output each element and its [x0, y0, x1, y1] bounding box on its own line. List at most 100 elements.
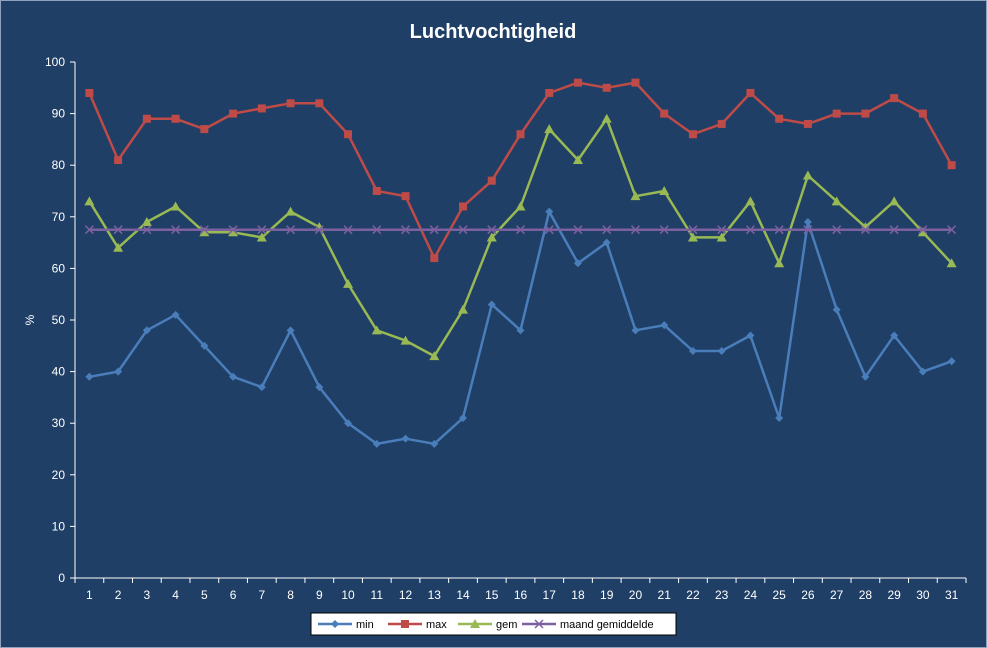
- data-point-min: [459, 414, 468, 423]
- x-tick-label: 19: [600, 588, 614, 602]
- data-point-min: [688, 346, 697, 355]
- data-point-min: [890, 331, 899, 340]
- data-point-maand-gemiddelde: [257, 225, 267, 235]
- data-point-maand-gemiddelde: [745, 225, 755, 235]
- y-tick-label: 40: [52, 365, 66, 379]
- x-tick-label: 25: [772, 588, 786, 602]
- data-point-min: [114, 367, 123, 376]
- x-tick-label: 21: [658, 588, 672, 602]
- legend-label: maand gemiddelde: [560, 619, 654, 631]
- x-tick-label: 24: [744, 588, 758, 602]
- data-point-max: [890, 94, 899, 103]
- data-point-max: [918, 109, 927, 118]
- legend: min max gem maand gemiddelde: [310, 612, 677, 636]
- data-point-gem: [831, 196, 842, 206]
- data-point-gem: [659, 186, 670, 195]
- data-point-gem: [113, 242, 124, 252]
- y-tick-label: 80: [52, 158, 66, 172]
- data-point-min: [516, 326, 525, 335]
- x-tick-label: 16: [514, 588, 528, 602]
- data-point-gem: [630, 191, 641, 201]
- data-point-min: [803, 217, 812, 226]
- data-point-gem: [572, 155, 583, 165]
- data-point-min: [200, 341, 209, 350]
- data-point-gem: [515, 201, 526, 211]
- data-point-maand-gemiddelde: [774, 225, 784, 235]
- data-point-maand-gemiddelde: [228, 225, 238, 235]
- x-tick-label: 22: [686, 588, 700, 602]
- data-point-maand-gemiddelde: [343, 225, 353, 235]
- data-point-min: [171, 310, 180, 319]
- data-point-min: [142, 326, 151, 335]
- data-point-max: [200, 125, 209, 134]
- legend-swatch-marker: [401, 620, 409, 628]
- data-point-maand-gemiddelde: [199, 225, 209, 235]
- data-point-maand-gemiddelde: [113, 225, 123, 235]
- data-point-maand-gemiddelde: [860, 225, 870, 235]
- data-point-max: [114, 156, 123, 165]
- y-tick-label: 0: [58, 571, 65, 585]
- data-point-max: [401, 192, 410, 201]
- data-point-gem: [486, 232, 497, 242]
- data-point-max: [315, 99, 324, 108]
- x-tick-label: 28: [859, 588, 873, 602]
- data-point-gem: [458, 304, 469, 314]
- x-tick-label: 4: [172, 588, 179, 602]
- data-point-gem: [802, 170, 813, 180]
- data-point-min: [487, 300, 496, 309]
- y-axis-label: %: [23, 314, 37, 325]
- y-tick-label: 30: [52, 416, 66, 430]
- y-tick-label: 50: [52, 313, 66, 327]
- y-tick-label: 90: [52, 107, 66, 121]
- data-point-min: [401, 434, 410, 443]
- data-point-maand-gemiddelde: [142, 225, 152, 235]
- data-point-maand-gemiddelde: [717, 225, 727, 235]
- data-point-maand-gemiddelde: [947, 225, 957, 235]
- x-tick-label: 29: [887, 588, 901, 602]
- data-point-gem: [716, 232, 727, 242]
- data-point-min: [85, 372, 94, 381]
- data-point-gem: [199, 227, 210, 237]
- data-point-maand-gemiddelde: [372, 225, 382, 235]
- data-point-min: [746, 331, 755, 340]
- data-point-max: [631, 78, 640, 87]
- data-point-max: [573, 78, 582, 87]
- data-point-maand-gemiddelde: [84, 225, 94, 235]
- data-point-maand-gemiddelde: [602, 225, 612, 235]
- data-point-max: [344, 130, 353, 139]
- data-point-min: [344, 419, 353, 428]
- data-point-maand-gemiddelde: [314, 225, 324, 235]
- data-point-max: [746, 88, 755, 97]
- x-tick-label: 13: [428, 588, 442, 602]
- x-tick-label: 3: [144, 588, 151, 602]
- data-point-maand-gemiddelde: [544, 225, 554, 235]
- legend-item-gem: gem: [458, 619, 517, 631]
- data-point-max: [516, 130, 525, 139]
- data-point-max: [229, 109, 238, 118]
- data-point-maand-gemiddelde: [286, 225, 296, 235]
- y-tick-label: 70: [52, 210, 66, 224]
- data-point-max: [717, 119, 726, 128]
- legend-box: [310, 612, 677, 636]
- data-point-max: [257, 104, 266, 113]
- series-layer: [84, 78, 957, 448]
- legend-swatch-marker: [331, 620, 339, 628]
- data-point-min: [257, 383, 266, 392]
- data-point-gem: [946, 258, 957, 268]
- x-tick-label: 12: [399, 588, 413, 602]
- x-tick-label: 7: [258, 588, 265, 602]
- x-tick-label: 11: [371, 588, 384, 602]
- data-point-min: [545, 207, 554, 216]
- data-point-maand-gemiddelde: [889, 225, 899, 235]
- data-point-maand-gemiddelde: [832, 225, 842, 235]
- data-point-min: [861, 372, 870, 381]
- x-tick-label: 1: [86, 588, 93, 602]
- data-point-min: [631, 326, 640, 335]
- x-tick-label: 18: [571, 588, 585, 602]
- legend-label: max: [426, 619, 447, 631]
- data-point-maand-gemiddelde: [573, 225, 583, 235]
- x-tick-label: 8: [287, 588, 294, 602]
- x-tick-label: 15: [485, 588, 499, 602]
